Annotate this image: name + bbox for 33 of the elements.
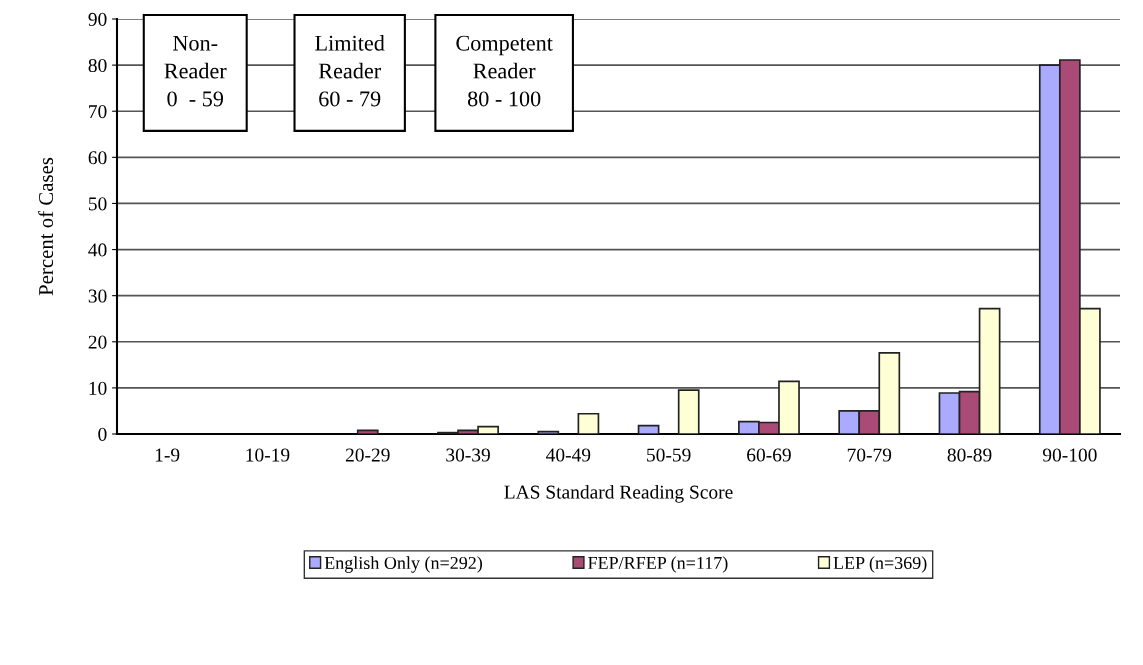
y-tick-label: 20: [88, 335, 107, 349]
x-tick-label: 90-100: [1042, 448, 1097, 462]
y-tick-label: 50: [88, 197, 107, 211]
bar: [577, 412, 600, 434]
x-tick-label: 40-49: [546, 448, 591, 462]
y-tick-label: 30: [88, 289, 107, 303]
y-tick-label: 60: [88, 151, 107, 165]
x-tick-label: 20-29: [345, 448, 390, 462]
y-tick-label: 10: [89, 381, 107, 395]
legend-label: LEP (n=369): [833, 556, 927, 573]
legend-label: FEP/RFEP (n=117): [588, 556, 728, 573]
y-tick-label: 80: [88, 58, 107, 73]
x-tick-label: 30-39: [446, 448, 490, 462]
y-tick-label: 0: [98, 427, 107, 441]
legend-label: English Only (n=292): [324, 556, 483, 573]
bar: [677, 389, 700, 434]
x-axis-title: LAS Standard Reading Score: [504, 484, 733, 503]
x-tick-label: 60-69: [747, 448, 791, 462]
bar: [537, 430, 560, 434]
bar: [637, 424, 660, 434]
bar: [356, 429, 379, 434]
y-tick-label: 70: [89, 105, 107, 119]
annotation: Limited Reader 60 - 79: [315, 35, 385, 107]
x-tick-label: 50-59: [647, 448, 691, 462]
annotation: Competent Reader 80 - 100: [456, 35, 553, 107]
x-tick-label: 1-9: [155, 448, 180, 462]
annotation: Non- Reader 0 - 59: [164, 35, 227, 107]
x-tick-label: 70-79: [847, 448, 892, 462]
y-tick-label: 40: [88, 243, 107, 257]
y-axis-title: Percent of Cases: [38, 157, 54, 296]
y-tick-label: 90: [88, 12, 107, 26]
x-tick-label: 80-89: [947, 448, 992, 462]
x-tick-label: 10-19: [246, 448, 290, 462]
